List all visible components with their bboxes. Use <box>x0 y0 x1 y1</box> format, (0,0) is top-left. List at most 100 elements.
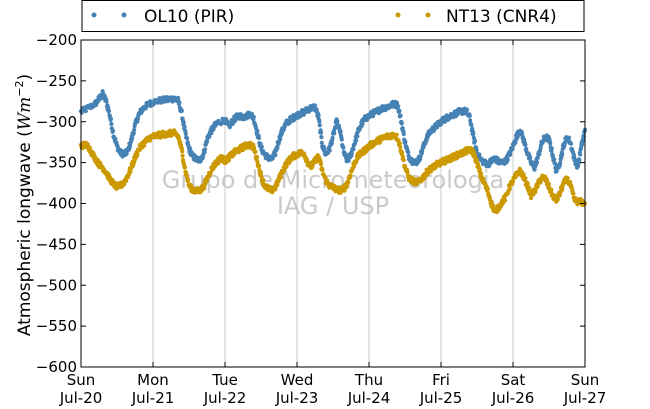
y-axis: −600 −550 −500 −450 −400 −350 −300 −250 −200 <box>36 31 585 376</box>
data-point <box>110 128 116 134</box>
data-point <box>255 128 260 133</box>
data-point <box>131 131 136 136</box>
data-point <box>182 124 187 129</box>
data-point <box>330 135 335 140</box>
data-point <box>468 118 473 123</box>
y-tick-label: −200 <box>36 31 77 49</box>
y-tick-label: −400 <box>36 195 77 213</box>
data-point <box>400 154 406 159</box>
y-tick-label: −350 <box>36 154 77 172</box>
data-point <box>485 186 490 191</box>
data-point <box>406 150 411 155</box>
data-point <box>549 187 554 192</box>
data-point <box>329 141 334 146</box>
data-point <box>403 139 408 144</box>
data-point <box>104 99 109 104</box>
data-point <box>490 203 496 208</box>
data-point <box>319 140 324 145</box>
data-point <box>346 158 351 163</box>
data-point <box>568 141 574 146</box>
series-layer <box>78 89 588 215</box>
data-point <box>397 141 402 146</box>
y-tick-label: −600 <box>36 358 77 376</box>
data-point <box>321 144 326 149</box>
data-point <box>577 158 582 163</box>
data-point <box>351 147 356 152</box>
data-point <box>398 113 403 118</box>
x-tick-label-day: Sun <box>67 371 96 389</box>
data-point <box>204 178 210 183</box>
data-point <box>424 138 429 143</box>
data-point <box>278 137 283 142</box>
data-point <box>186 177 191 182</box>
data-point <box>555 197 560 202</box>
data-point <box>316 113 321 118</box>
data-point <box>481 176 486 181</box>
data-point <box>565 176 570 181</box>
series-ol10 <box>78 89 588 174</box>
data-point <box>487 163 492 168</box>
data-point <box>284 164 289 169</box>
data-point <box>401 158 406 163</box>
data-point <box>226 158 232 163</box>
data-point <box>525 181 530 187</box>
legend-box <box>81 0 585 32</box>
x-tick-label-date: Jul-24 <box>347 389 391 407</box>
data-point <box>251 114 256 119</box>
data-point <box>254 154 260 159</box>
data-point <box>339 137 344 142</box>
data-point <box>352 164 357 169</box>
data-point <box>534 160 540 165</box>
y-tick-label: −550 <box>36 317 77 335</box>
data-point <box>344 185 349 190</box>
data-point <box>182 165 188 170</box>
data-point <box>535 155 540 160</box>
data-point <box>507 186 512 191</box>
data-point <box>106 108 112 114</box>
data-point <box>108 116 114 121</box>
data-point <box>176 95 181 101</box>
data-point <box>327 148 332 153</box>
data-point <box>253 149 258 154</box>
y-tick-label: −250 <box>36 72 77 90</box>
data-point <box>275 182 280 187</box>
data-point <box>521 172 526 177</box>
data-point <box>348 173 353 178</box>
data-point <box>537 152 542 157</box>
data-point <box>474 148 479 153</box>
data-point <box>85 142 90 147</box>
data-point <box>128 169 133 174</box>
data-point <box>278 175 284 180</box>
data-point <box>474 158 480 163</box>
data-point <box>438 122 444 127</box>
data-point <box>394 132 399 137</box>
legend-marker-nt13 <box>395 12 401 18</box>
y-axis-label-text: Atmospheric longwave ( <box>15 130 35 336</box>
x-tick-label-date: Jul-27 <box>563 389 607 407</box>
data-point <box>578 145 584 150</box>
data-point <box>397 109 402 114</box>
data-point <box>560 152 565 157</box>
data-point <box>142 143 147 148</box>
data-point <box>335 119 340 124</box>
data-point <box>204 139 210 144</box>
y-axis-label-unit: Wm <box>15 97 35 131</box>
data-point <box>552 157 557 162</box>
data-point <box>549 146 554 151</box>
data-point <box>535 184 540 189</box>
data-point <box>130 136 135 141</box>
data-point <box>360 121 365 126</box>
y-tick-label: −500 <box>36 276 77 294</box>
data-point <box>124 178 129 183</box>
x-tick-label-day: Fri <box>432 371 450 389</box>
x-tick-label-day: Tue <box>211 371 238 389</box>
data-point <box>546 182 552 187</box>
x-axis: SunJul-20MonJul-21TueJul-22WedJul-23ThuJ… <box>59 40 607 407</box>
data-point <box>273 152 278 158</box>
data-point <box>148 137 153 142</box>
data-point <box>510 146 515 152</box>
data-point <box>132 127 137 132</box>
legend-marker-ol10 <box>91 12 97 18</box>
data-point <box>566 135 572 140</box>
x-tick-label-day: Mon <box>137 371 169 389</box>
